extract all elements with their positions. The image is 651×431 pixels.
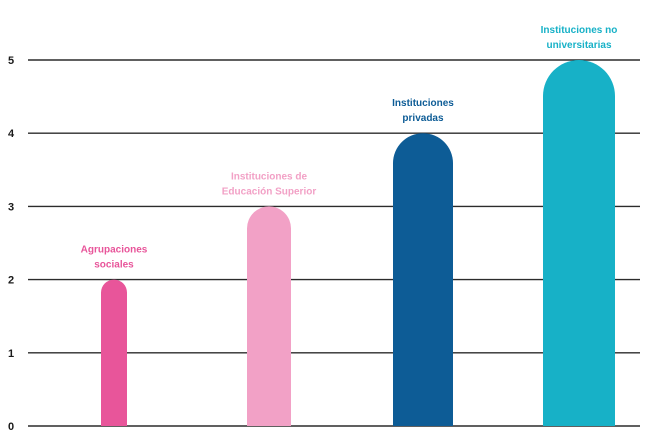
bar-label: universitarias [546,40,611,51]
bar-labels: Agrupaciones sociales Instituciones de Educ… [81,25,618,271]
bar-label: sociales [94,260,134,271]
bars [101,60,615,426]
y-tick-label: 0 [8,421,14,431]
y-tick-label: 3 [8,201,14,213]
gridlines [28,59,640,427]
y-tick-label: 2 [8,275,14,287]
bar-label: Agrupaciones [81,245,148,256]
y-tick-label: 4 [8,128,15,140]
bar [247,206,291,426]
bar-label: Instituciones no [541,25,618,36]
bar [543,60,615,426]
bar-label: Instituciones de [231,171,308,182]
y-tick-label: 5 [8,55,14,67]
bar-label: Instituciones [392,98,454,109]
bar-label: Educación Superior [222,186,317,197]
bar [393,133,453,426]
y-tick-label: 1 [8,348,14,360]
y-axis-ticks: 0 1 2 3 4 5 [8,55,15,431]
bar [101,279,127,426]
bar-label: privadas [402,113,444,124]
